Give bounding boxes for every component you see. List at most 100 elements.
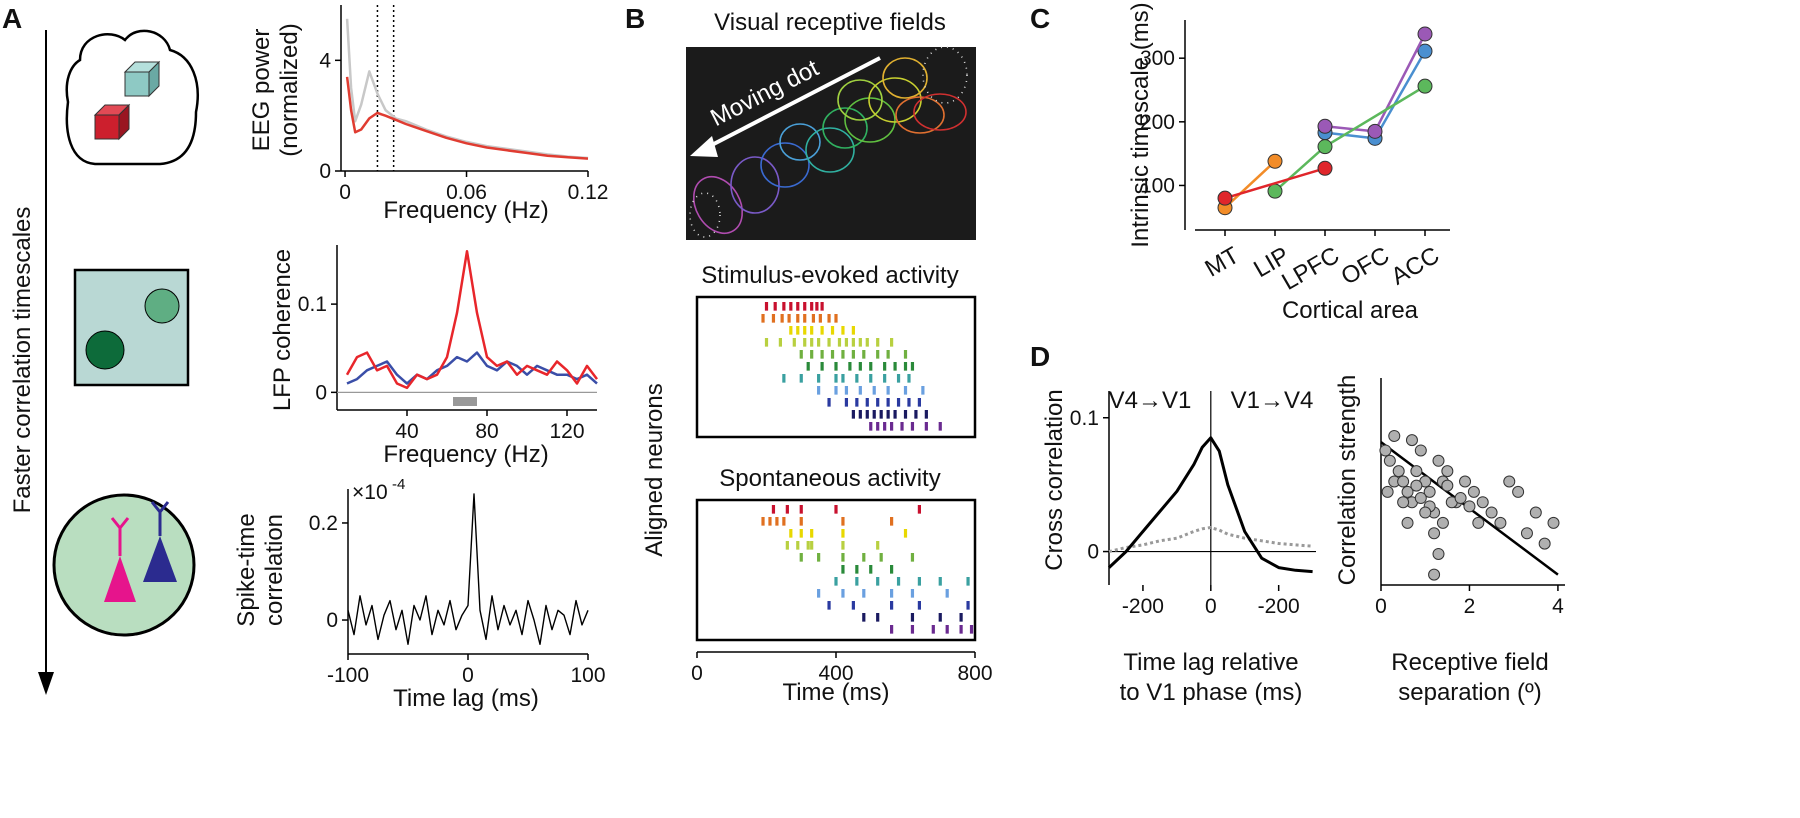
point: [1441, 465, 1454, 478]
spike: [879, 553, 883, 562]
y-axis-label: correlation: [261, 514, 288, 626]
spike: [969, 625, 974, 634]
significance-band: [453, 397, 477, 406]
spike: [806, 541, 810, 550]
rf: [837, 79, 883, 121]
spike: [841, 374, 845, 383]
spike: [903, 386, 908, 395]
y-axis-label: Correlation strength: [1334, 375, 1361, 586]
spike: [910, 625, 915, 634]
spike: [886, 410, 890, 419]
scale-exponent: -4: [392, 476, 405, 493]
spike: [830, 326, 835, 335]
point: [1267, 183, 1283, 199]
rf: [730, 156, 780, 214]
spike: [799, 553, 803, 562]
panel-label: C: [1030, 3, 1050, 34]
point: [1397, 475, 1410, 488]
spike: [841, 541, 845, 550]
spike: [817, 338, 821, 347]
spike: [830, 350, 835, 359]
point: [1417, 43, 1433, 59]
line-series: [1108, 526, 1313, 554]
spike: [876, 422, 880, 431]
spike: [796, 326, 800, 335]
point: [1463, 500, 1476, 513]
panel-label: B: [625, 3, 645, 34]
spike: [841, 529, 845, 538]
motion-arrow: [705, 56, 881, 150]
spike: [862, 553, 866, 562]
line-series: [347, 493, 589, 645]
chart-title: Spontaneous activity: [719, 465, 940, 492]
spike: [917, 577, 921, 586]
point: [1417, 78, 1433, 94]
y-tick-label: 200: [1140, 111, 1175, 134]
spike: [855, 577, 859, 586]
spike: [910, 589, 915, 598]
spike: [876, 541, 880, 550]
point: [1379, 444, 1392, 457]
spike: [910, 613, 915, 622]
x-tick-label: 0: [1205, 595, 1217, 618]
point: [1414, 492, 1427, 505]
spike: [890, 601, 894, 610]
x-axis-label: Time (ms): [782, 679, 889, 706]
spike: [815, 302, 819, 311]
x-axis-label: Receptive field: [1391, 649, 1548, 676]
x-tick-label: -200: [1122, 595, 1164, 618]
arrow-label: Faster correlation timescales: [9, 207, 36, 514]
y-axis-label: (normalized): [276, 23, 303, 156]
spike: [771, 314, 776, 323]
spike: [917, 398, 921, 407]
point: [1538, 537, 1551, 550]
x-tick-label: -200: [1258, 595, 1300, 618]
rf: [895, 96, 945, 134]
line-series: [345, 249, 598, 390]
motion-arrow-head: [690, 136, 718, 157]
y-axis-label: Spike-time: [233, 513, 260, 626]
spike: [938, 613, 942, 622]
spike: [855, 565, 859, 574]
spike: [876, 613, 880, 622]
spike: [959, 613, 963, 622]
spike: [938, 577, 942, 586]
spike: [841, 517, 845, 526]
spike: [771, 505, 776, 514]
x-axis-label: to V1 phase (ms): [1120, 679, 1303, 706]
y-tick-label: 4: [319, 49, 331, 72]
spike: [865, 398, 869, 407]
spike: [966, 577, 970, 586]
x-tick-label: 0: [462, 664, 474, 687]
rf-ellipses: [689, 46, 968, 238]
rf: [844, 97, 896, 143]
spike: [787, 314, 791, 323]
spike: [789, 326, 793, 335]
icon-circle: [52, 493, 196, 637]
spike: [818, 314, 822, 323]
spike: [886, 350, 890, 359]
spike: [803, 314, 807, 323]
x-tick-label: OFC: [1337, 242, 1394, 291]
panel-label: D: [1030, 341, 1050, 372]
point: [1520, 527, 1533, 540]
y-tick-label: 0.2: [309, 512, 338, 535]
spike: [799, 374, 803, 383]
point: [1317, 160, 1333, 176]
x-axis-label: separation (º): [1398, 679, 1542, 706]
spike: [785, 505, 789, 514]
line-series: [346, 351, 598, 385]
spike: [837, 338, 842, 347]
point: [1405, 434, 1418, 447]
point: [1454, 492, 1467, 505]
spike: [820, 326, 824, 335]
spike: [876, 577, 880, 586]
point: [1414, 444, 1427, 457]
spike: [886, 398, 890, 407]
x-tick-label: 0: [691, 662, 703, 685]
rf: [689, 192, 721, 238]
point: [1436, 516, 1449, 529]
spike: [883, 362, 887, 371]
spike: [886, 386, 890, 395]
